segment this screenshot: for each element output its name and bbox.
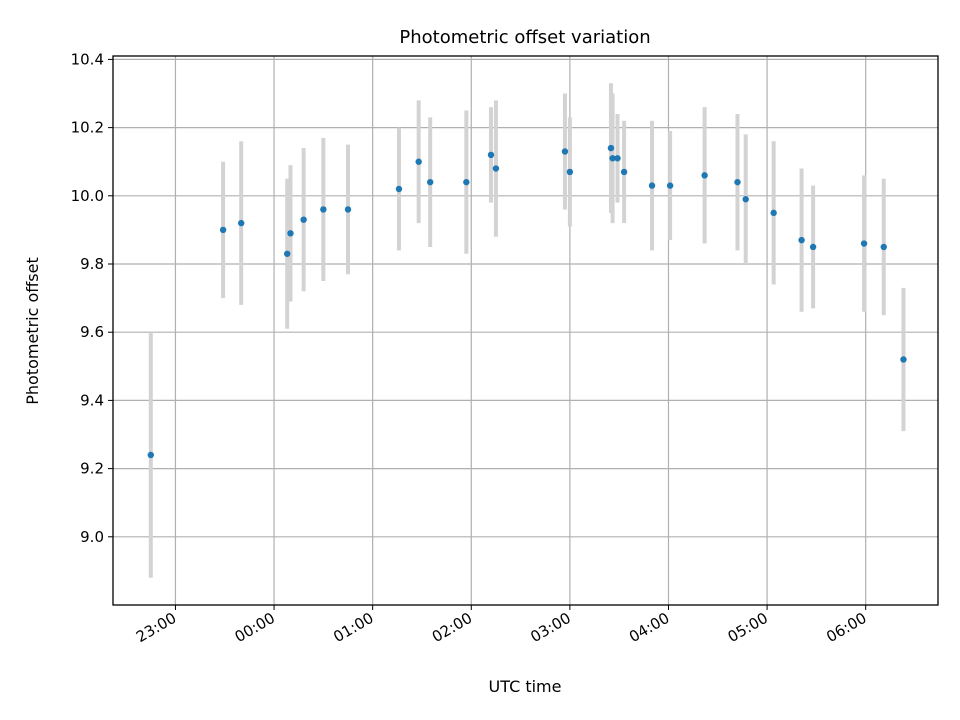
data-point xyxy=(287,230,294,237)
plot-frame xyxy=(112,55,939,606)
x-tick-label: 23:00 xyxy=(133,609,179,646)
data-point xyxy=(880,243,887,251)
y-axis-ticks: 9.0 9.2 9.4 9.6 9.8 10.0 10.2 10.4 xyxy=(71,50,113,546)
data-point xyxy=(666,182,674,189)
data-point xyxy=(798,236,805,244)
y-tick-label: 9.2 xyxy=(80,460,104,478)
y-tick-label: 10.0 xyxy=(71,187,104,205)
data-point xyxy=(147,451,154,459)
data-points xyxy=(147,144,907,459)
y-tick-label: 9.4 xyxy=(80,391,104,409)
data-point xyxy=(284,250,291,257)
data-point xyxy=(463,178,470,186)
data-point xyxy=(219,226,227,234)
y-tick-label: 9.6 xyxy=(80,323,104,341)
data-point xyxy=(426,178,434,186)
data-point xyxy=(609,155,616,162)
data-point xyxy=(561,148,569,155)
x-tick-label: 03:00 xyxy=(527,609,573,646)
data-point xyxy=(492,165,500,172)
x-axis-ticks: 23:00 00:00 01:00 02:00 03:00 04:00 05:00 06:00 xyxy=(133,605,870,646)
data-point xyxy=(607,144,615,152)
data-point xyxy=(742,196,749,203)
data-point xyxy=(237,219,245,227)
data-point xyxy=(566,168,574,176)
y-tick-label: 10.4 xyxy=(71,50,104,68)
data-point xyxy=(344,206,352,213)
data-point xyxy=(620,168,628,176)
y-tick-label: 9.0 xyxy=(80,528,104,546)
x-tick-label: 02:00 xyxy=(429,609,475,646)
x-tick-label: 05:00 xyxy=(725,609,771,646)
data-point xyxy=(809,243,817,251)
data-point xyxy=(487,151,495,159)
error-bars xyxy=(148,83,906,578)
data-point xyxy=(300,216,307,223)
data-point xyxy=(734,178,741,186)
data-point xyxy=(320,206,327,213)
data-point xyxy=(395,185,403,193)
y-tick-label: 10.2 xyxy=(71,119,104,137)
x-tick-label: 06:00 xyxy=(823,609,869,646)
data-point xyxy=(701,172,708,179)
x-tick-label: 04:00 xyxy=(626,609,672,646)
data-point xyxy=(860,240,868,247)
x-tick-label: 01:00 xyxy=(330,609,376,646)
data-point xyxy=(648,182,656,189)
data-point xyxy=(415,158,422,165)
y-tick-label: 9.8 xyxy=(80,255,104,273)
y-axis-label: Photometric offset xyxy=(23,257,42,405)
grid xyxy=(113,56,938,605)
x-tick-label: 00:00 xyxy=(232,609,278,646)
data-point xyxy=(900,356,907,363)
x-axis-label: UTC time xyxy=(489,677,562,696)
data-point xyxy=(614,155,621,162)
data-point xyxy=(770,209,777,217)
chart-title: Photometric offset variation xyxy=(399,27,650,48)
